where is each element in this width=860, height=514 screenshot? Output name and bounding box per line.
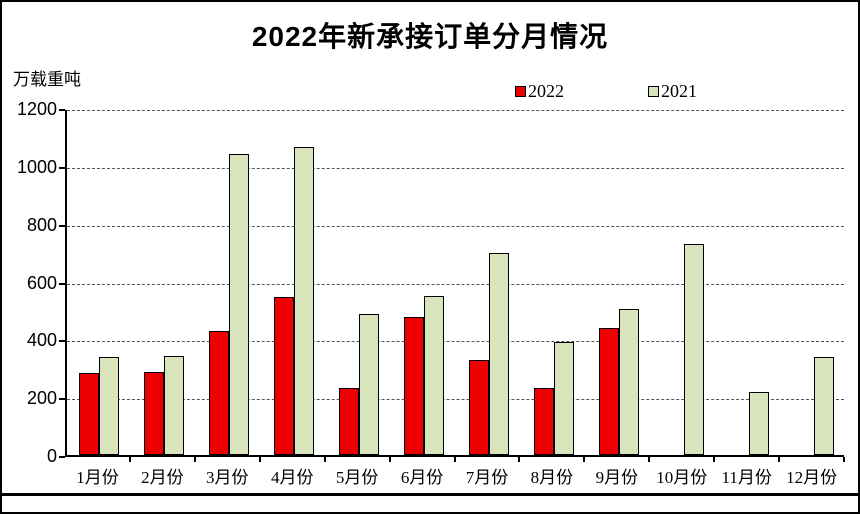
bar-2022-7月份 <box>468 360 489 455</box>
gridline-1200 <box>67 110 844 111</box>
y-axis-tick-mark <box>59 109 65 111</box>
month-label-9月份: 9月份 <box>595 468 639 487</box>
y-axis-tick-mark <box>59 398 65 401</box>
bar-group-7月份 <box>457 108 522 455</box>
chart-title: 2022年新承接订单分月情况 <box>251 21 609 52</box>
bar-group-11月份 <box>716 108 781 455</box>
legend-label: 2022 <box>528 81 564 101</box>
bar-2021-4月份 <box>294 147 315 455</box>
gridline-1000 <box>67 167 844 169</box>
y-axis-tick-label: 0 <box>46 446 57 466</box>
month-label-8月份: 8月份 <box>530 468 574 487</box>
bar-2021-11月份 <box>748 392 769 455</box>
y-axis-tick-label: 600 <box>26 272 57 293</box>
gridline-200 <box>67 399 844 401</box>
bar-group-5月份 <box>327 108 392 455</box>
month-label-3月份: 3月份 <box>206 468 249 487</box>
bar-2021-2月份 <box>164 356 185 455</box>
bar-2021-8月份 <box>553 342 574 455</box>
y-axis-tick-label: 800 <box>26 214 57 235</box>
month-label-5月份: 5月份 <box>335 468 379 487</box>
month-label-7月份: 7月份 <box>465 468 509 487</box>
legend-label: 2021 <box>661 81 697 101</box>
month-label-2月份: 2月份 <box>141 468 184 487</box>
month-label-10月份: 10月份 <box>656 468 708 487</box>
y-axis-tick-mark <box>59 340 65 343</box>
bar-group-6月份 <box>392 108 457 455</box>
legend-item-2022: 2022 <box>515 81 564 102</box>
legend-swatch-2022 <box>515 86 526 97</box>
bar-2021-1月份 <box>99 357 120 455</box>
month-label-6月份: 6月份 <box>400 468 444 487</box>
bar-group-10月份 <box>651 108 716 455</box>
bar-group-12月份 <box>781 108 846 455</box>
bar-2021-7月份 <box>488 253 509 455</box>
x-axis-labels: 1月份 2月份 3月份 4月份 5月份 6月份 7月份 8月份 9月份 10月份 11月份 12月份 <box>65 463 844 488</box>
bar-group-2月份 <box>132 108 197 455</box>
gridline-400 <box>67 341 844 343</box>
gridline-600 <box>67 283 844 285</box>
bar-2022-4月份 <box>274 297 295 455</box>
legend-item-2021: 2021 <box>648 81 697 102</box>
bar-2021-10月份 <box>683 244 704 455</box>
month-label-1月份: 1月份 <box>76 468 119 487</box>
bottom-divider <box>2 493 858 496</box>
x-axis-tick-mark <box>389 457 391 462</box>
month-label-4月份: 4月份 <box>270 468 314 487</box>
y-axis-tick-mark <box>59 224 65 227</box>
bar-2021-3月份 <box>229 154 250 455</box>
month-label-11月份: 11月份 <box>721 468 772 487</box>
bar-2022-8月份 <box>533 388 554 455</box>
y-axis-tick-label: 1000 <box>16 156 57 177</box>
x-axis-tick-mark <box>713 457 715 462</box>
x-axis-tick-mark <box>648 457 650 462</box>
x-axis-tick-mark <box>518 457 520 462</box>
bar-2022-9月份 <box>598 328 619 455</box>
legend-swatch-2021 <box>648 86 659 97</box>
y-axis-unit-label: 万载重吨 <box>13 70 81 89</box>
y-axis-tick-mark <box>59 166 65 169</box>
bar-group-9月份 <box>586 108 651 455</box>
y-axis-tick-label: 400 <box>26 330 57 351</box>
bar-2022-2月份 <box>144 372 165 455</box>
bar-group-3月份 <box>197 108 262 455</box>
plot-area <box>65 110 844 457</box>
bar-group-8月份 <box>521 108 586 455</box>
y-axis-tick-label: 1200 <box>16 99 57 119</box>
bar-group-4月份 <box>262 108 327 455</box>
month-label-12月份: 12月份 <box>786 468 838 487</box>
x-axis-tick-mark <box>843 457 845 462</box>
x-axis-tick-mark <box>324 457 326 462</box>
bar-2021-5月份 <box>359 314 380 455</box>
bar-2021-12月份 <box>813 357 834 455</box>
bar-2022-3月份 <box>209 331 230 455</box>
bar-2021-9月份 <box>618 309 639 455</box>
y-axis-tick-mark <box>59 282 65 285</box>
bar-2022-6月份 <box>404 317 425 455</box>
gridline-800 <box>67 225 844 227</box>
bar-2022-5月份 <box>339 388 360 455</box>
x-axis-tick-mark <box>194 457 196 462</box>
y-axis-tick-mark <box>59 456 65 458</box>
legend: 2022 2021 <box>515 81 697 102</box>
bar-2021-6月份 <box>424 296 445 455</box>
x-axis-tick-mark <box>778 457 780 462</box>
bar-2022-1月份 <box>79 373 100 455</box>
x-axis-tick-mark <box>583 457 585 462</box>
x-axis-tick-mark <box>129 457 131 462</box>
x-axis-tick-mark <box>259 457 261 462</box>
x-axis-tick-mark <box>454 457 456 462</box>
y-axis-tick-label: 200 <box>26 388 57 409</box>
bar-group-1月份 <box>67 108 132 455</box>
